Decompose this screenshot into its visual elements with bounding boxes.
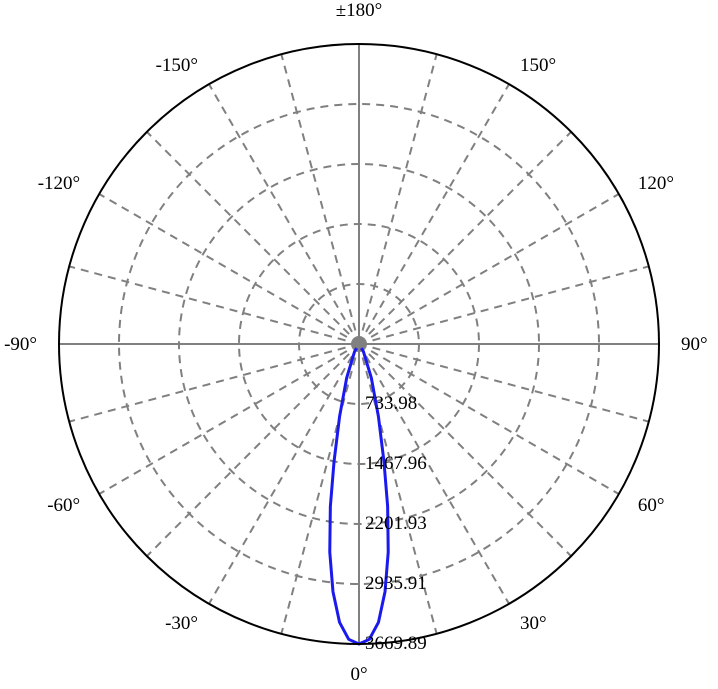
angle-label: ±180° (336, 0, 383, 21)
radial-label: 3669.89 (365, 633, 427, 654)
angle-label: -30° (165, 613, 198, 634)
radial-label: 1467.96 (365, 453, 427, 474)
polar-chart: 0° 30° 60° 90° 120° 150° ±180° -150° -120° -90° -6… (0, 0, 718, 689)
polar-chart-container: 0° 30° 60° 90° 120° 150° ±180° -150° -120° -90° -6… (0, 0, 718, 689)
angle-label: -60° (47, 495, 80, 516)
radial-label: 2201.93 (365, 513, 427, 534)
radial-label: 733.98 (365, 393, 417, 414)
angle-label: 0° (350, 664, 367, 685)
angle-label: 60° (638, 495, 665, 516)
angle-label: 90° (681, 334, 708, 355)
angle-label: 150° (520, 55, 556, 76)
angle-label: 30° (520, 613, 547, 634)
angle-label: -90° (4, 334, 37, 355)
angle-label: 120° (638, 173, 674, 194)
angle-label: -120° (38, 173, 80, 194)
radial-label: 2935.91 (365, 573, 427, 594)
angle-label: -150° (156, 55, 198, 76)
